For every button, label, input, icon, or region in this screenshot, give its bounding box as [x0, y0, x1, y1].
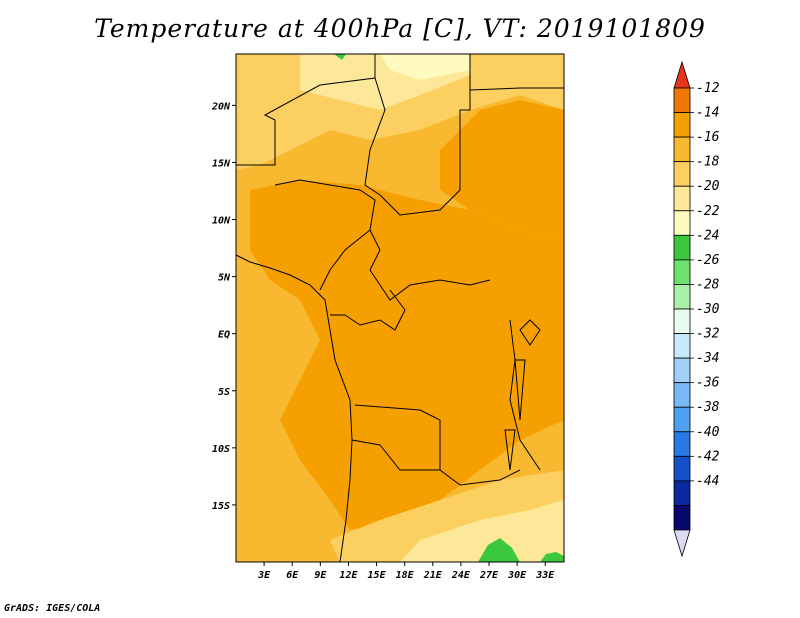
colorbar-box-1 [673, 112, 691, 138]
field-green-patch-3 [334, 54, 346, 60]
colorbar-box-5 [673, 210, 691, 236]
y-axis: 20N 15N 10N 5N EQ 5S 10S 15S [211, 101, 236, 512]
border-chad [364, 54, 471, 216]
y-tick-label-0: 20N [211, 101, 231, 112]
colorbar-top-arrow [673, 60, 691, 89]
colorbar-box-4 [673, 185, 691, 212]
border-sudan [469, 87, 564, 91]
field-northern-palest [380, 54, 470, 80]
colorbar-label-5: -22 [696, 204, 720, 219]
x-tick-label-0: 3E [257, 570, 271, 581]
y-tick-label-5: 5S [218, 387, 230, 398]
border-drc-east [509, 319, 541, 471]
colorbar-label-13: -38 [696, 400, 720, 415]
field-west-africa-core [250, 180, 564, 530]
colorbar-label-11: -34 [696, 351, 719, 366]
colorbar-box-3 [673, 161, 691, 187]
colorbar-label-10: -32 [696, 327, 720, 342]
x-tick-label-4: 15E [368, 570, 387, 581]
border-nigeria [274, 179, 376, 291]
colorbar-box-11 [673, 357, 691, 384]
colorbar-box-0 [673, 87, 691, 113]
y-tick-label-1: 15N [212, 158, 231, 169]
colorbar-label-16: -44 [696, 474, 719, 489]
y-tick-label-6: 10S [212, 444, 230, 455]
x-tick-label-9: 30E [507, 570, 527, 581]
colorbar-box-13 [673, 406, 691, 433]
footer-credit: GrADS: IGES/COLA [4, 603, 101, 614]
y-tick-label-3: 5N [218, 273, 231, 284]
chart-title: Temperature at 400hPa [C], VT: 201910180… [94, 14, 706, 43]
x-tick-label-8: 27E [479, 570, 499, 581]
colorbar-box-9 [673, 308, 691, 334]
colorbar-label-8: -28 [696, 277, 720, 292]
colorbar-box-15 [673, 455, 691, 482]
colorbar-box-7 [673, 259, 691, 285]
border-congo [330, 289, 406, 331]
x-tick-label-2: 9E [314, 570, 327, 581]
colorbar-box-6 [673, 234, 691, 261]
colorbar-label-1: -14 [696, 106, 719, 121]
temperature-field [236, 54, 564, 562]
y-tick-label-2: 10N [212, 216, 231, 227]
x-tick-label-10: 33E [535, 570, 555, 581]
map-frame [235, 53, 565, 563]
colorbar-box-12 [673, 382, 691, 408]
lake-shapes [504, 319, 541, 471]
y-tick-label-7: 15S [212, 501, 230, 512]
colorbar-bottom-arrow [673, 529, 691, 558]
colorbar-label-4: -20 [696, 179, 720, 194]
colorbar: -12 -14 -16 -18 -20 -22 -24 -26 -28 -30 -32 -34 -36 -… [673, 60, 720, 558]
colorbar-label-7: -26 [696, 253, 720, 268]
y-tick-label-4: EQ [218, 330, 230, 341]
colorbar-box-14 [673, 431, 691, 457]
x-tick-label-3: 12E [339, 570, 358, 581]
x-tick-label-1: 6E [286, 570, 299, 581]
x-tick-label-5: 18E [396, 570, 415, 581]
colorbar-label-15: -42 [696, 449, 720, 464]
colorbar-box-16 [673, 480, 691, 506]
political-borders [235, 54, 564, 563]
colorbar-label-14: -40 [696, 425, 720, 440]
colorbar-box-8 [673, 284, 691, 310]
colorbar-label-9: -30 [696, 302, 720, 317]
coastline [235, 254, 353, 563]
x-axis: 3E 6E 9E 12E 15E 18E 21E 24E 27E 30E 33E [257, 562, 555, 581]
colorbar-label-2: -16 [696, 130, 720, 145]
colorbar-label-3: -18 [696, 155, 720, 170]
colorbar-box-10 [673, 333, 691, 359]
x-tick-label-7: 24E [451, 570, 471, 581]
border-car [369, 229, 491, 301]
colorbar-box-2 [673, 136, 691, 163]
field-southern-palest [400, 500, 564, 562]
field-green-patch [478, 538, 520, 562]
x-tick-label-6: 21E [423, 570, 443, 581]
colorbar-label-6: -24 [696, 228, 719, 243]
field-green-patch-2 [540, 552, 564, 562]
border-angola [351, 439, 440, 471]
colorbar-label-12: -36 [696, 376, 720, 391]
colorbar-box-17 [673, 505, 691, 531]
field-northeast-core [440, 100, 564, 240]
colorbar-label-0: -12 [696, 81, 720, 96]
